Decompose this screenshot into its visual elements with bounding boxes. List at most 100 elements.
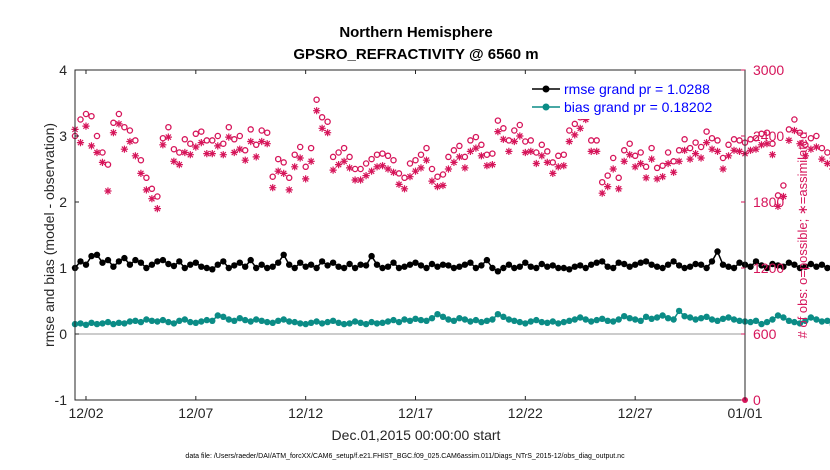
obs-assimilated-point (593, 147, 601, 155)
bias-point (165, 318, 172, 326)
obs-possible-point (708, 134, 716, 142)
rmse-point (198, 263, 205, 270)
rmse-point (192, 259, 199, 266)
obs-possible-point (192, 130, 200, 138)
rmse-point (165, 260, 172, 268)
bias-point (555, 320, 562, 327)
obs-assimilated-point (384, 165, 392, 173)
obs-possible-point (791, 116, 798, 123)
obs-assimilated-point (488, 161, 496, 169)
legend-rmse-marker (542, 85, 550, 93)
bias-point (302, 320, 309, 328)
bias-point (747, 318, 754, 326)
bias-point (703, 313, 710, 320)
bias-point (725, 314, 732, 321)
obs-assimilated-point (620, 157, 628, 165)
bias-point (324, 318, 331, 326)
obs-possible-point (714, 137, 721, 144)
bias-point (280, 316, 287, 323)
bias-point (467, 318, 474, 325)
rmse-point (791, 261, 798, 268)
bias-point (692, 316, 699, 323)
bias-point (318, 320, 326, 327)
obs-assimilated-point (823, 159, 830, 168)
obs-assimilated-point (236, 145, 244, 153)
legend-rmse-label: rmse grand pr = 1.0288 (564, 81, 710, 97)
obs-possible-point (143, 174, 150, 182)
obs-assimilated-point (335, 161, 343, 169)
bias-point (675, 307, 683, 315)
obs-assimilated-point (274, 167, 282, 175)
obs-assimilated-point (472, 144, 480, 152)
obs-assimilated-point (126, 137, 134, 146)
obs-possible-point (620, 147, 628, 154)
x-tick-label: 12/12 (288, 405, 323, 421)
rmse-point (725, 263, 732, 270)
obs-possible-point (285, 174, 293, 182)
rmse-point (368, 252, 375, 260)
rmse-point (730, 264, 738, 272)
bias-point (604, 317, 611, 324)
bias-point (599, 315, 606, 322)
obs-assimilated-point (367, 167, 376, 175)
rmse-point (395, 264, 403, 272)
rmse-point (719, 261, 727, 268)
y-left-tick-label: -1 (55, 392, 68, 408)
rmse-point (340, 264, 348, 272)
bias-point (198, 318, 205, 325)
bias-point (121, 320, 128, 327)
obs-assimilated-point (648, 155, 656, 163)
bias-point (401, 316, 408, 323)
obs-possible-point (137, 156, 145, 164)
bias-point (236, 315, 243, 322)
bias-point (395, 318, 403, 326)
obs-possible-point (725, 141, 732, 149)
rmse-point (384, 263, 392, 270)
obs-possible-point (417, 151, 425, 158)
obs-assimilated-point (230, 148, 238, 157)
rmse-point (264, 264, 271, 272)
obs-assimilated-point (137, 169, 145, 177)
obs-assimilated-point (115, 120, 123, 128)
obs-assimilated-point (400, 185, 409, 193)
bias-point (566, 317, 573, 324)
obs-assimilated-point (82, 122, 90, 130)
plot-area (75, 70, 745, 400)
bias-point (307, 319, 315, 326)
obs-possible-point (82, 110, 90, 118)
x-tick-label: 12/07 (178, 405, 213, 421)
obs-possible-point (802, 141, 809, 149)
obs-assimilated-point (192, 143, 200, 151)
obs-possible-point (307, 144, 315, 152)
rmse-point (417, 262, 425, 269)
rmse-point (401, 263, 408, 270)
bias-point (505, 316, 513, 323)
obs-possible-point (538, 141, 546, 149)
legend-box (527, 77, 744, 119)
obs-assimilated-point (422, 156, 431, 164)
bias-point (225, 316, 232, 323)
obs-possible-point (274, 155, 282, 163)
rmse-point (143, 264, 150, 272)
bias-point (813, 316, 820, 323)
bias-point (653, 314, 661, 321)
bias-point (340, 320, 348, 328)
rmse-point (126, 261, 134, 268)
bias-point (445, 316, 452, 323)
obs-assimilated-point (763, 140, 771, 148)
obs-possible-point (571, 120, 579, 128)
obs-assimilated-point (626, 151, 634, 159)
bias-point (511, 317, 518, 324)
obs-possible-point (434, 173, 441, 180)
obs-possible-point (412, 156, 419, 164)
rmse-point (758, 262, 765, 269)
rmse-point (82, 261, 90, 268)
obs-possible-point (598, 178, 606, 186)
bias-point (247, 318, 254, 325)
obs-possible-point (225, 123, 233, 131)
bias-point (82, 321, 90, 328)
chart-subtitle: GPSRO_REFRACTIVITY @ 6560 m (293, 46, 538, 63)
rmse-point (329, 259, 337, 266)
rmse-point (500, 264, 507, 272)
obs-assimilated-point (395, 180, 403, 188)
